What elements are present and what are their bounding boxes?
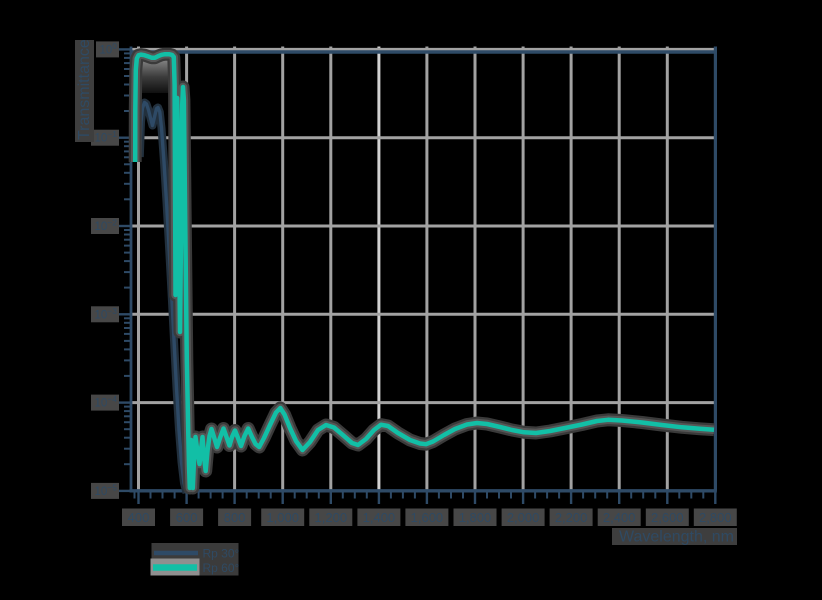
svg-text:2,000: 2,000 [507,510,540,525]
svg-text:1,400: 1,400 [363,510,396,525]
svg-text:1,600: 1,600 [411,510,444,525]
svg-text:Rp 60°: Rp 60° [203,561,240,575]
svg-text:2,600: 2,600 [651,510,684,525]
svg-text:800: 800 [224,510,246,525]
svg-text:600: 600 [176,510,198,525]
svg-text:400: 400 [128,510,150,525]
svg-text:2,200: 2,200 [555,510,588,525]
svg-text:2,800: 2,800 [699,510,732,525]
svg-text:2,400: 2,400 [603,510,636,525]
svg-text:Rp 30°: Rp 30° [203,547,240,561]
svg-text:1,800: 1,800 [459,510,492,525]
svg-text:Transmittance: Transmittance [76,39,93,140]
svg-text:1,200: 1,200 [315,510,348,525]
svg-text:1,000: 1,000 [266,510,299,525]
svg-text:Wavelength, nm: Wavelength, nm [619,529,734,546]
